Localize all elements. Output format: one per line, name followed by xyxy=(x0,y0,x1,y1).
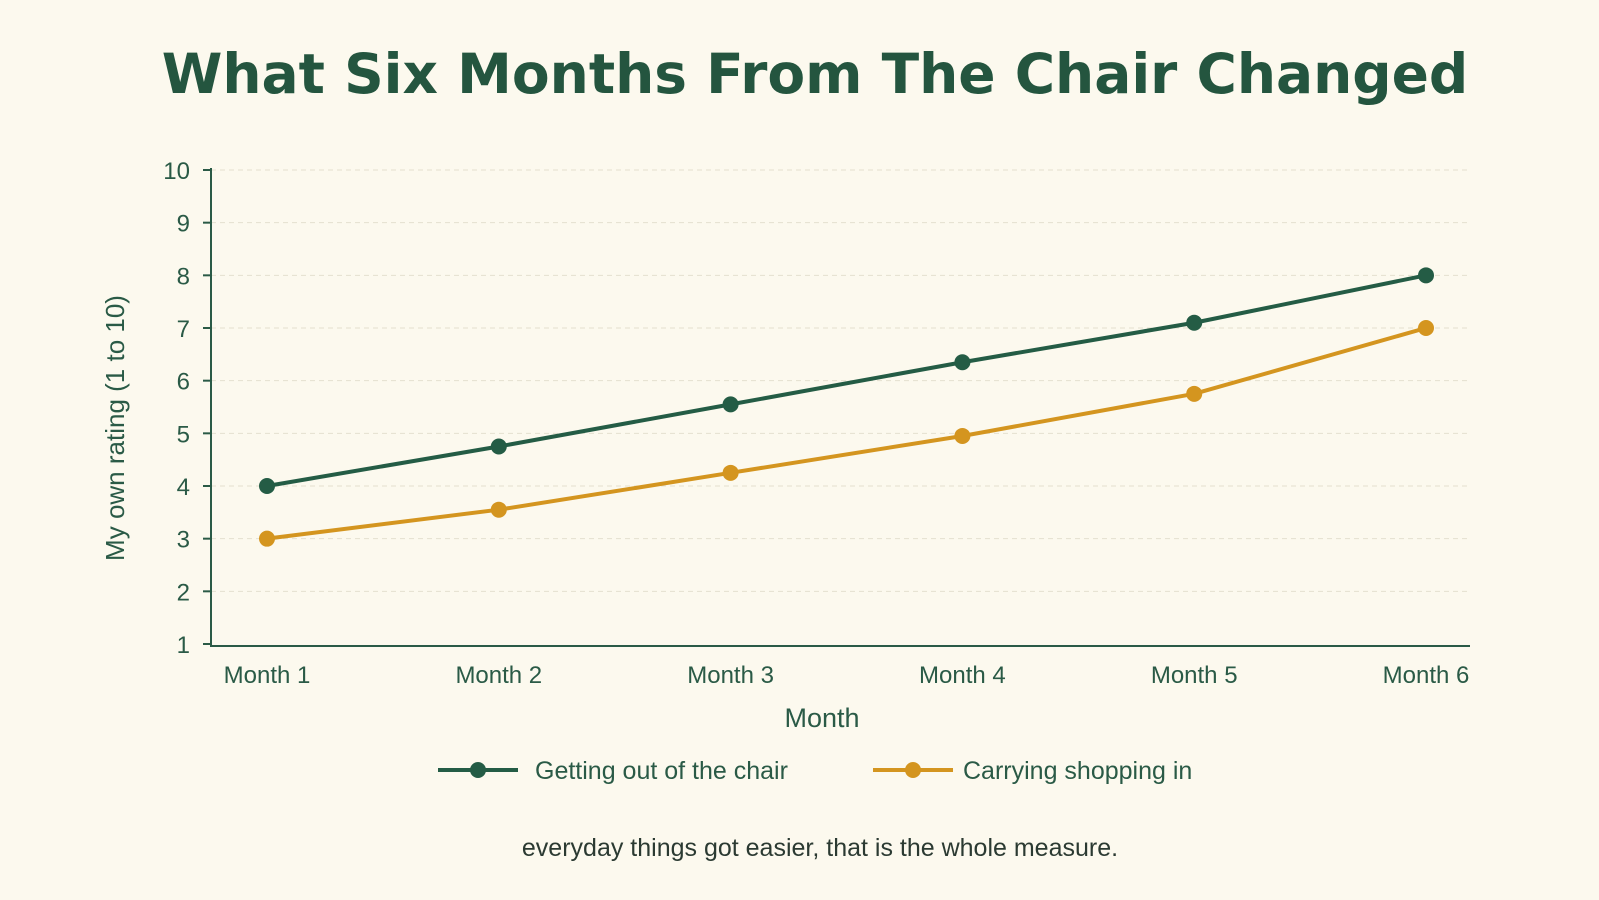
data-point xyxy=(259,530,275,547)
legend-swatch-marker xyxy=(905,762,921,778)
x-tick-label: Month 6 xyxy=(1383,662,1470,689)
data-point xyxy=(1186,314,1203,331)
data-point xyxy=(259,478,275,494)
x-tick-label: Month 5 xyxy=(1151,662,1238,689)
y-tick-label: 9 xyxy=(177,211,190,238)
axes xyxy=(203,168,1470,647)
x-tick-label: Month 2 xyxy=(455,662,542,689)
legend-label: Carrying shopping in xyxy=(963,757,1192,785)
x-tick-labels: Month 1 Month 2 Month 3 Month 4 Month 5 Month… xyxy=(224,662,1470,689)
x-tick-label: Month 1 xyxy=(224,662,311,689)
data-point xyxy=(954,427,971,444)
data-point xyxy=(722,396,739,413)
y-tick-label: 10 xyxy=(163,158,190,185)
data-point xyxy=(722,464,739,481)
footer-caption: everyday things got easier, that is the … xyxy=(522,834,1118,862)
y-tick-label: 7 xyxy=(177,316,190,343)
y-tick-label: 6 xyxy=(177,369,190,396)
grid-lines xyxy=(211,169,1470,592)
series-2 xyxy=(259,320,1434,547)
series-1 xyxy=(259,267,1434,494)
data-point xyxy=(490,501,507,518)
y-tick-label: 5 xyxy=(177,421,190,448)
y-tick-label: 1 xyxy=(177,632,190,659)
legend-item-2: Carrying shopping in xyxy=(873,757,1192,785)
x-tick-label: Month 4 xyxy=(919,662,1006,689)
x-tick-label: Month 3 xyxy=(687,662,774,689)
legend: Getting out of the chair Carrying shoppin… xyxy=(438,757,1192,785)
x-axis-label: Month xyxy=(784,703,859,733)
legend-item-1: Getting out of the chair xyxy=(438,757,788,785)
y-tick-label: 8 xyxy=(177,263,190,290)
legend-swatch-marker xyxy=(470,762,486,778)
chart-title: What Six Months From The Chair Changed xyxy=(162,42,1469,106)
y-tick-label: 4 xyxy=(177,474,190,501)
legend-label: Getting out of the chair xyxy=(535,757,788,785)
y-tick-label: 2 xyxy=(177,579,190,606)
y-axis-label: My own rating (1 to 10) xyxy=(100,295,130,561)
y-tick-label: 3 xyxy=(177,527,190,554)
data-point xyxy=(1418,320,1434,336)
data-point xyxy=(490,438,507,455)
series-lines xyxy=(259,267,1434,547)
series-line xyxy=(265,326,1428,541)
y-tick-labels: 1 2 3 4 5 6 7 8 9 10 xyxy=(163,158,190,659)
data-point xyxy=(954,354,971,371)
data-point xyxy=(1186,385,1203,402)
series-line xyxy=(265,273,1428,488)
data-point xyxy=(1418,267,1434,284)
